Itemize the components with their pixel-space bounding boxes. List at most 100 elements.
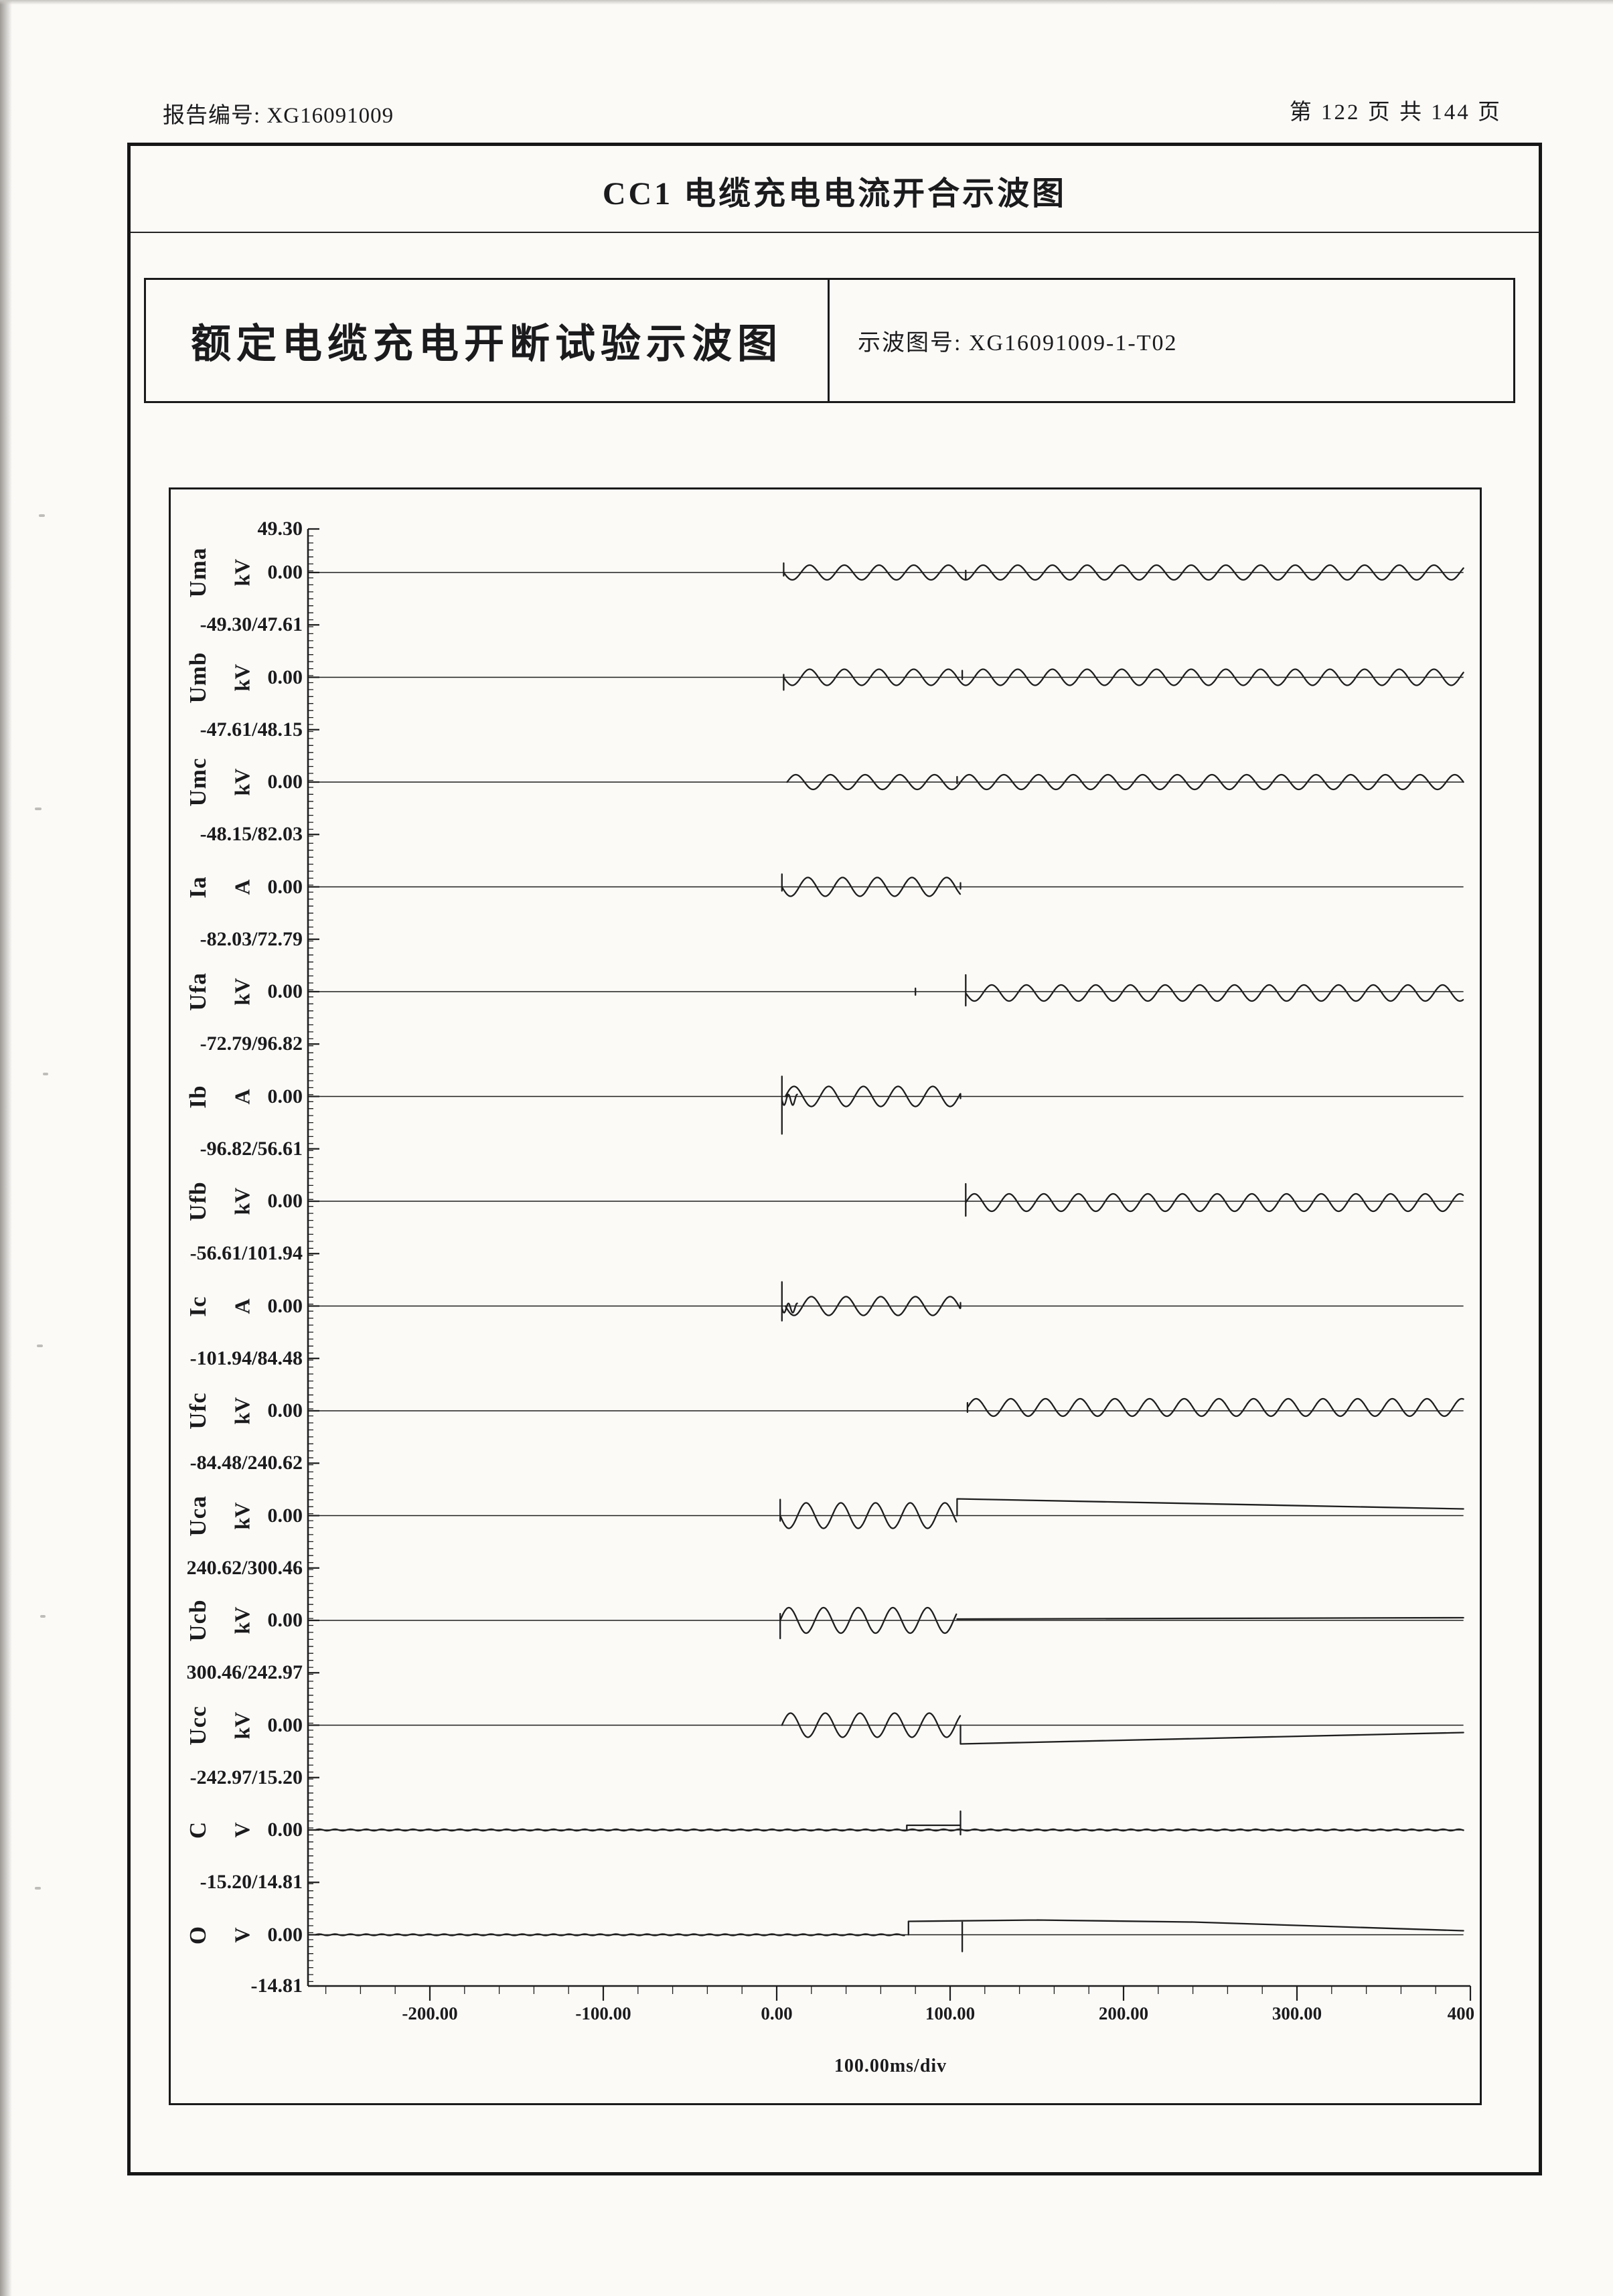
x-tick-label: 100.00 <box>925 2003 976 2023</box>
scan-speck <box>35 1887 41 1890</box>
y-scale-top-label: 49.30 <box>257 518 303 540</box>
x-axis-minor-ticks <box>325 1986 1436 1994</box>
channel-zero-label: 0.00 <box>267 1923 303 1946</box>
channel-boundary-label: -56.61/101.94 <box>189 1242 303 1265</box>
channel-unit-label: V <box>230 1926 254 1943</box>
scan-speck <box>39 514 45 517</box>
channel-zero-label: 0.00 <box>267 1190 303 1212</box>
x-tick-label: 200.00 <box>1098 2003 1149 2023</box>
scan-artifact-top-edge <box>0 0 1613 5</box>
channel-name-label: Ic <box>185 1295 211 1317</box>
channel-name-label: Ucc <box>185 1705 211 1746</box>
scan-speck <box>43 1073 48 1075</box>
channel-zero-label: 0.00 <box>267 875 303 898</box>
channel-name-label: Ufc <box>185 1392 211 1430</box>
channel-zero-label: 0.00 <box>267 980 303 1002</box>
waveform-trace-Ia <box>781 873 962 897</box>
channel-zero-label: 0.00 <box>267 1399 303 1422</box>
oscillogram-canvas <box>307 528 1472 2001</box>
channel-zero-label: 0.00 <box>267 771 303 793</box>
channel-zero-label: 0.00 <box>267 1085 303 1107</box>
channel-unit-label: kV <box>230 1502 254 1529</box>
channel-boundary-label: -47.61/48.15 <box>200 718 303 741</box>
report-number-label: 报告编号: XG16091009 <box>163 104 394 128</box>
channel-name-label: Ufb <box>185 1181 211 1221</box>
channel-unit-label: kV <box>230 1606 254 1634</box>
channel-unit-label: A <box>230 1298 254 1314</box>
channel-unit-label: A <box>230 1088 254 1105</box>
y-axis-major-ticks <box>308 528 319 1987</box>
channel-unit-label: kV <box>230 768 254 796</box>
waveform-trace-Ufb <box>965 1182 1464 1217</box>
channel-zero-label: 0.00 <box>267 1294 303 1317</box>
channel-boundary-label: -101.94/84.48 <box>189 1347 303 1369</box>
x-tick-label: -100.00 <box>575 2003 631 2023</box>
channel-boundary-label: -49.30/47.61 <box>200 613 303 636</box>
page-number-label: 第 122 页 共 144 页 <box>1289 100 1502 125</box>
channel-unit-label: kV <box>230 664 254 691</box>
channel-name-label: Ucb <box>185 1599 211 1642</box>
channel-zero-label: 0.00 <box>267 1819 303 1841</box>
waveform-trace-Ufc <box>966 1397 1464 1418</box>
channel-unit-label: kV <box>230 1187 254 1215</box>
waveform-trace-Ucc <box>781 1712 1464 1745</box>
channel-unit-label: A <box>230 878 254 895</box>
waveform-trace-Ic <box>781 1281 962 1322</box>
channel-boundary-label: -72.79/96.82 <box>200 1032 303 1055</box>
scan-speck <box>35 808 42 810</box>
channel-zero-label: 0.00 <box>267 1504 303 1527</box>
test-name-box: 额定电缆充电开断试验示波图 示波图号: XG16091009-1-T02 <box>144 278 1515 403</box>
channel-name-label: Uma <box>185 547 211 598</box>
waveform-trace-C <box>314 1810 1464 1836</box>
waveform-trace-Ufa <box>915 974 1464 1007</box>
scan-speck <box>37 1345 43 1347</box>
channel-zero-label: 0.00 <box>267 1609 303 1631</box>
x-tick-label: -200.00 <box>402 2003 458 2023</box>
channel-boundary-label: -242.97/15.20 <box>189 1766 303 1788</box>
waveform-trace-Ucb <box>779 1606 1464 1640</box>
channel-zero-label: 0.00 <box>267 561 303 583</box>
scan-speck <box>40 1615 46 1618</box>
channel-name-label: C <box>185 1821 211 1839</box>
waveform-trace-O <box>314 1919 1464 1953</box>
channel-boundary-label: -96.82/56.61 <box>200 1137 303 1160</box>
channel-boundary-label: -14.81 <box>250 1975 303 1997</box>
channel-boundary-label: -48.15/82.03 <box>200 823 303 846</box>
waveform-trace-Uca <box>779 1498 1464 1529</box>
channel-name-label: Ufa <box>185 972 211 1011</box>
waveform-trace-Umc <box>786 773 1464 791</box>
channel-boundary-label: -15.20/14.81 <box>200 1871 303 1894</box>
channel-boundary-label: 240.62/300.46 <box>186 1556 303 1579</box>
channel-name-label: O <box>185 1925 211 1944</box>
channel-boundary-label: -82.03/72.79 <box>200 927 303 950</box>
waveform-trace-Ib <box>781 1075 962 1135</box>
title-separator-line <box>131 232 1539 233</box>
x-tick-label: 400 <box>1447 2003 1475 2023</box>
channel-unit-label: kV <box>230 1711 254 1739</box>
channel-name-label: Ia <box>185 875 211 899</box>
channel-unit-label: kV <box>230 1397 254 1425</box>
channel-name-label: Uca <box>185 1495 211 1537</box>
test-name-label: 额定电缆充电开断试验示波图 <box>191 322 783 366</box>
page-border-frame <box>127 143 1542 2175</box>
scan-artifact-left-edge <box>0 0 12 2296</box>
time-scale-label: 100.00ms/div <box>834 2056 947 2076</box>
x-tick-label: 0.00 <box>761 2003 793 2023</box>
channel-zero-label: 0.00 <box>267 666 303 688</box>
waveform-trace-Umb <box>783 668 1464 691</box>
channel-name-label: Umc <box>185 757 211 807</box>
channel-unit-label: kV <box>230 978 254 1006</box>
page-title: CC1 电缆充电电流开合示波图 <box>602 176 1067 212</box>
waveform-trace-Uma <box>783 562 1464 581</box>
channel-boundary-label: 300.46/242.97 <box>186 1661 303 1684</box>
channel-zero-label: 0.00 <box>267 1713 303 1736</box>
oscillogram-number-label: 示波图号: XG16091009-1-T02 <box>828 280 1513 401</box>
channel-unit-label: V <box>230 1822 254 1838</box>
oscillogram-frame <box>169 487 1482 2105</box>
channel-name-label: Umb <box>185 652 211 703</box>
channel-name-label: Ib <box>185 1084 211 1109</box>
x-tick-label: 300.00 <box>1272 2003 1322 2023</box>
x-axis-major-ticks <box>429 1986 1472 2001</box>
channel-boundary-label: -84.48/240.62 <box>189 1452 303 1474</box>
